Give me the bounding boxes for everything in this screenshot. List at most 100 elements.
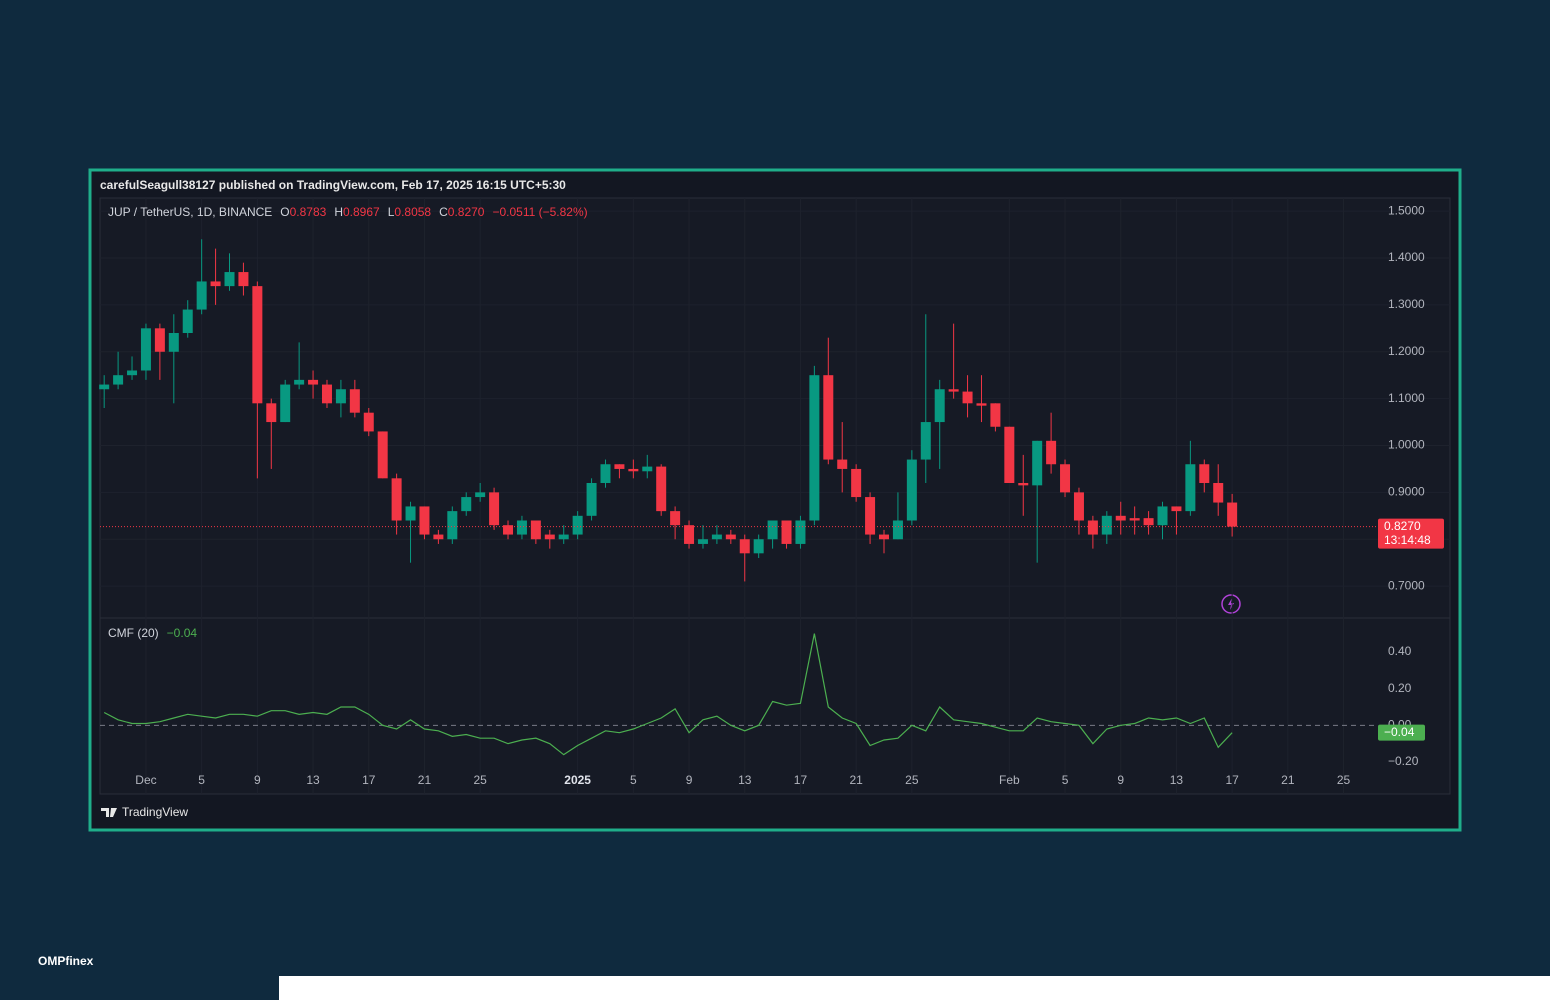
candle-body [851, 468, 862, 498]
candle-body [809, 375, 820, 521]
legend-change: −0.0511 (−5.82%) [492, 205, 587, 219]
x-tick-label: 17 [1225, 773, 1239, 787]
candle-body [934, 389, 945, 423]
x-tick-label: Dec [135, 773, 156, 787]
cmf-badge [1378, 724, 1425, 741]
countdown-label: 13:14:48 [1384, 533, 1431, 547]
x-tick-label: 9 [1117, 773, 1124, 787]
candle-body [1143, 518, 1154, 526]
tradingview-logo: TradingView [101, 805, 188, 819]
candle-body [294, 379, 305, 385]
x-tick-label: 13 [738, 773, 752, 787]
candle-body [475, 492, 486, 498]
legend-key: O [280, 205, 289, 219]
candle-body [711, 534, 722, 540]
candle-body [948, 389, 959, 392]
candle-body [670, 511, 681, 526]
x-tick-label: 13 [1170, 773, 1184, 787]
cmf-tick-label: 0.20 [1388, 681, 1412, 695]
x-tick-label: 9 [254, 773, 261, 787]
last-price-label: 0.8270 [1384, 519, 1421, 533]
y-tick-label: 0.9000 [1388, 485, 1425, 499]
candle-body [252, 286, 263, 404]
legend-value: 0.8270 [448, 205, 485, 219]
bottom-bar [279, 976, 1550, 1000]
candle-body [266, 403, 277, 423]
legend-key: H [334, 205, 343, 219]
legend-value: 0.8058 [394, 205, 431, 219]
candle-body [572, 515, 583, 535]
candle-body [1018, 483, 1029, 486]
x-tick-label: 13 [306, 773, 320, 787]
candle-body [906, 459, 917, 521]
candle-body [1199, 464, 1210, 483]
candle-body [168, 333, 179, 352]
candle-body [892, 520, 903, 540]
candle-body [837, 459, 848, 469]
candle-body [656, 466, 667, 512]
x-tick-label: 2025 [564, 773, 591, 787]
candle-body [1060, 464, 1071, 493]
candle-body [461, 497, 472, 512]
candle-body [684, 525, 695, 544]
x-tick-label: 21 [1281, 773, 1295, 787]
footer-logo: TradingView [122, 805, 188, 819]
y-tick-label: 1.0000 [1388, 438, 1425, 452]
candle-body [767, 520, 778, 540]
candle-body [1101, 515, 1112, 535]
legend-key: C [439, 205, 448, 219]
candle-body [1185, 464, 1196, 512]
candle-body [238, 272, 249, 287]
candle-body [739, 539, 750, 554]
x-tick-label: Feb [999, 773, 1020, 787]
candle-body [1046, 440, 1057, 465]
candle-body [516, 520, 527, 535]
y-tick-label: 1.2000 [1388, 344, 1425, 358]
y-tick-label: 1.5000 [1388, 203, 1425, 217]
candle-body [419, 506, 430, 535]
cmf-tick-label: −0.20 [1388, 754, 1419, 768]
candle-body [586, 483, 597, 516]
candle-body [377, 431, 388, 479]
candle-body [210, 281, 221, 287]
candle-body [405, 506, 416, 521]
candle-body [990, 403, 1001, 427]
candle-body [795, 520, 806, 544]
candle-body [628, 468, 639, 472]
candle-body [544, 534, 555, 540]
candle-body [725, 534, 736, 540]
candle-body [308, 379, 319, 385]
candle-body [1032, 440, 1043, 486]
cmf-title: CMF (20) [108, 626, 159, 640]
x-tick-label: 25 [1337, 773, 1351, 787]
candle-body [920, 422, 931, 460]
legend-value: 0.8783 [290, 205, 327, 219]
candle-body [1157, 506, 1168, 526]
x-tick-label: 25 [473, 773, 487, 787]
x-tick-label: 5 [630, 773, 637, 787]
candle-body [1227, 502, 1238, 527]
cmf-badge-label: −0.04 [1384, 725, 1415, 739]
x-tick-label: 21 [849, 773, 863, 787]
legend-key: L [388, 205, 395, 219]
candle-body [113, 375, 124, 385]
x-tick-label: 21 [418, 773, 432, 787]
candle-body [1129, 518, 1140, 521]
candle-body [962, 391, 973, 404]
candle-body [976, 403, 987, 406]
candle-body [503, 525, 514, 535]
candle-body [1171, 506, 1182, 512]
candle-body [614, 464, 625, 469]
y-tick-label: 1.3000 [1388, 297, 1425, 311]
y-tick-label: 0.7000 [1388, 578, 1425, 592]
candle-body [558, 534, 569, 540]
candle-body [127, 370, 138, 376]
candle-body [321, 384, 332, 404]
x-tick-label: 5 [198, 773, 205, 787]
candle-body [1115, 515, 1126, 521]
candle-body [447, 511, 458, 540]
candle-body [363, 412, 374, 432]
x-tick-label: 9 [686, 773, 693, 787]
candle-body [99, 384, 110, 390]
chart-area [99, 197, 1451, 795]
